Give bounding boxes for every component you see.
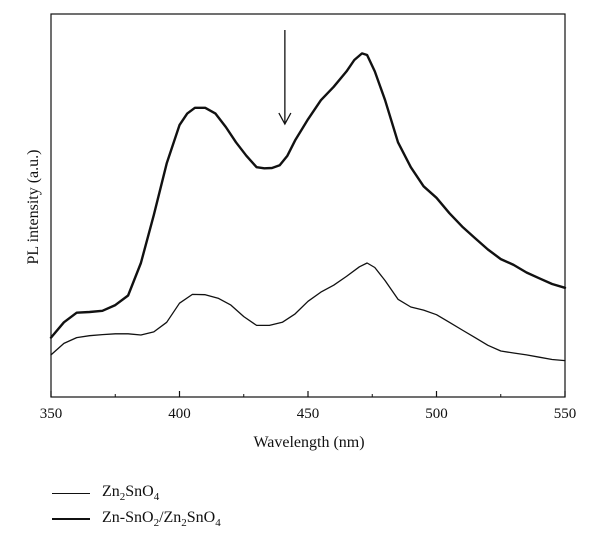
series-line-0 bbox=[50, 262, 566, 362]
x-tick-label: 450 bbox=[297, 406, 320, 422]
y-axis-label: PL intensity (a.u.) bbox=[25, 150, 42, 265]
plot-frame bbox=[50, 13, 566, 398]
annotation-arrow-head bbox=[278, 112, 292, 126]
series-line-1 bbox=[49, 52, 567, 339]
x-tick-label: 400 bbox=[168, 406, 191, 422]
x-tick-label: 550 bbox=[554, 406, 577, 422]
legend-item-zn-sno2-zn2sno4: Zn-SnO2/Zn2SnO4 bbox=[52, 506, 592, 532]
legend-swatch-thin bbox=[52, 492, 90, 494]
legend-swatch-thick bbox=[52, 518, 90, 520]
x-tick-label: 500 bbox=[425, 406, 448, 422]
plot-area: 350 400 450 500 550 bbox=[40, 13, 577, 422]
x-tick-label: 350 bbox=[40, 406, 63, 422]
x-axis-label: Wavelength (nm) bbox=[253, 434, 364, 451]
legend-item-zn2sno4: Zn2SnO4 bbox=[52, 480, 592, 506]
pl-spectrum-chart: 350 400 450 500 550 Wavelength (nm) PL inten… bbox=[25, 13, 577, 451]
legend-label: Zn2SnO4 bbox=[102, 482, 160, 504]
legend: Zn2SnO4 Zn-SnO2/Zn2SnO4 bbox=[52, 480, 592, 532]
legend-label: Zn-SnO2/Zn2SnO4 bbox=[102, 508, 221, 530]
